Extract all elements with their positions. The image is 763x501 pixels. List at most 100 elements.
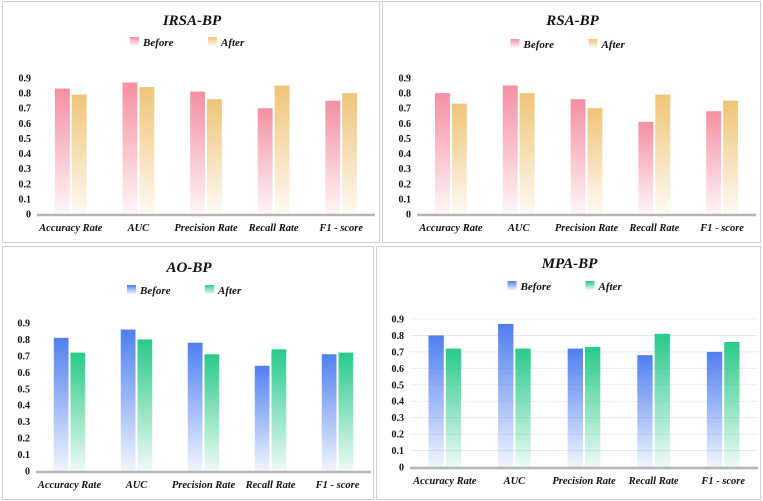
bar-before [706,111,722,214]
y-tick-label: 0.3 [399,164,412,175]
x-category-label: Precision Rate [172,480,236,491]
y-tick-label: 0.3 [392,413,405,424]
y-tick-label: 0.4 [18,401,31,412]
y-tick-label: 0.6 [399,119,412,130]
y-tick-label: 0 [25,467,30,478]
y-tick-label: 0.1 [19,194,32,205]
chart-title: IRSA-BP [162,13,222,29]
x-category-label: F1 - score [318,223,363,234]
bar-after [342,93,358,214]
x-category-label: Accuracy Rate [37,480,102,491]
y-tick-label: 0.9 [399,74,412,85]
bar-before [254,365,270,471]
bar-before [190,91,205,214]
bar-before [257,108,273,214]
legend-label-after: After [598,281,623,293]
bar-after [587,108,603,214]
chart-title: MPA-BP [541,256,598,272]
bar-after [137,339,153,471]
bar-after [204,354,220,471]
legend-label-after: After [217,285,242,297]
bar-after [451,103,467,214]
y-tick-label: 0.2 [392,430,405,441]
legend-swatch-after [208,37,217,46]
y-tick-label: 0.6 [392,364,405,375]
y-tick-label: 0.7 [392,347,405,358]
bar-after [338,352,354,471]
bar-after [724,342,740,467]
legend-label-before: Before [523,39,555,51]
bar-before [637,355,653,467]
bar-before [502,85,518,214]
bar-after [585,346,601,467]
bar-before [122,82,138,215]
bar-chart: RSA-BP Before After 0 0.1 0.2 0.3 0.4 0.5 0.6 0.7 0… [399,13,756,234]
x-category-label: Recall Rate [628,476,679,487]
bar-before [706,351,723,467]
bar-before [325,100,341,214]
y-tick-label: 0.7 [19,104,32,115]
legend-swatch-after [588,39,598,48]
y-tick-label: 0 [399,463,404,474]
bar-after [655,94,671,214]
x-category-label: AUC [507,223,531,234]
chart-panel-irsa-bp: IRSA-BP Before After 0 0.1 0.2 0.3 0.4 0.5 0.6 0.7… [2,1,380,243]
bar-before [498,323,514,467]
x-category-label: AUC [503,476,527,487]
y-tick-label: 0.7 [399,104,412,115]
bar-before [567,348,583,467]
y-tick-label: 0.1 [18,450,31,461]
legend-swatch-before [130,37,139,46]
y-tick-label: 0 [26,210,31,221]
x-category-label: Recall Rate [245,480,296,491]
x-category-label: Recall Rate [248,223,299,234]
bar-after [445,348,462,467]
bar-chart: IRSA-BP Before After 0 0.1 0.2 0.3 0.4 0.5 0.6 0.7… [19,13,375,234]
bar-after [519,93,535,214]
bar-after [139,87,155,214]
y-tick-label: 0.2 [399,179,412,190]
y-tick-label: 0.8 [19,89,32,100]
bar-before [321,354,337,471]
bar-before [54,88,70,214]
x-category-label: Recall Rate [628,223,679,234]
bar-chart: AO-BP Before After 0 0.1 0.2 0.3 0.4 0.5 0.6 0.7 0.… [18,260,371,491]
x-category-label: AUC [125,480,149,491]
bar-after [515,348,531,467]
bar-before [434,93,450,214]
y-tick-label: 0.8 [392,331,405,342]
bar-after [274,85,290,214]
y-tick-label: 0.1 [399,194,412,205]
y-tick-label: 0.1 [392,446,405,457]
y-tick-label: 0.4 [399,149,412,160]
x-category-label: Accuracy Rate [412,476,477,487]
legend-swatch-before [127,285,136,294]
y-tick-label: 0.4 [392,397,405,408]
x-category-label: F1 - score [699,223,744,234]
legend-swatch-after [205,285,214,294]
bar-after [207,99,222,214]
legend-label-before: Before [142,37,174,49]
y-tick-label: 0.3 [19,164,32,175]
bar-after [654,333,670,467]
legend-swatch-after [585,281,595,290]
x-category-label: F1 - score [315,480,360,491]
legend-swatch-before [510,39,520,48]
y-tick-label: 0.6 [19,119,32,130]
x-category-label: Precision Rate [552,476,616,487]
chart-panel-rsa-bp: RSA-BP Before After 0 0.1 0.2 0.3 0.4 0.5 0.6 0.7 0… [382,1,761,243]
y-tick-label: 0.6 [18,368,31,379]
x-category-label: Accuracy Rate [38,223,103,234]
y-tick-label: 0.9 [19,74,32,85]
bar-before [428,335,444,467]
y-tick-label: 0 [406,210,411,221]
y-tick-label: 0.3 [18,417,31,428]
legend-label-after: After [220,37,245,49]
bar-before [120,329,136,471]
bar-after [271,349,287,471]
y-tick-label: 0.8 [399,89,412,100]
bar-before [53,337,69,471]
x-category-label: AUC [127,223,151,234]
y-tick-label: 0.9 [18,319,31,330]
bar-before [570,99,586,214]
